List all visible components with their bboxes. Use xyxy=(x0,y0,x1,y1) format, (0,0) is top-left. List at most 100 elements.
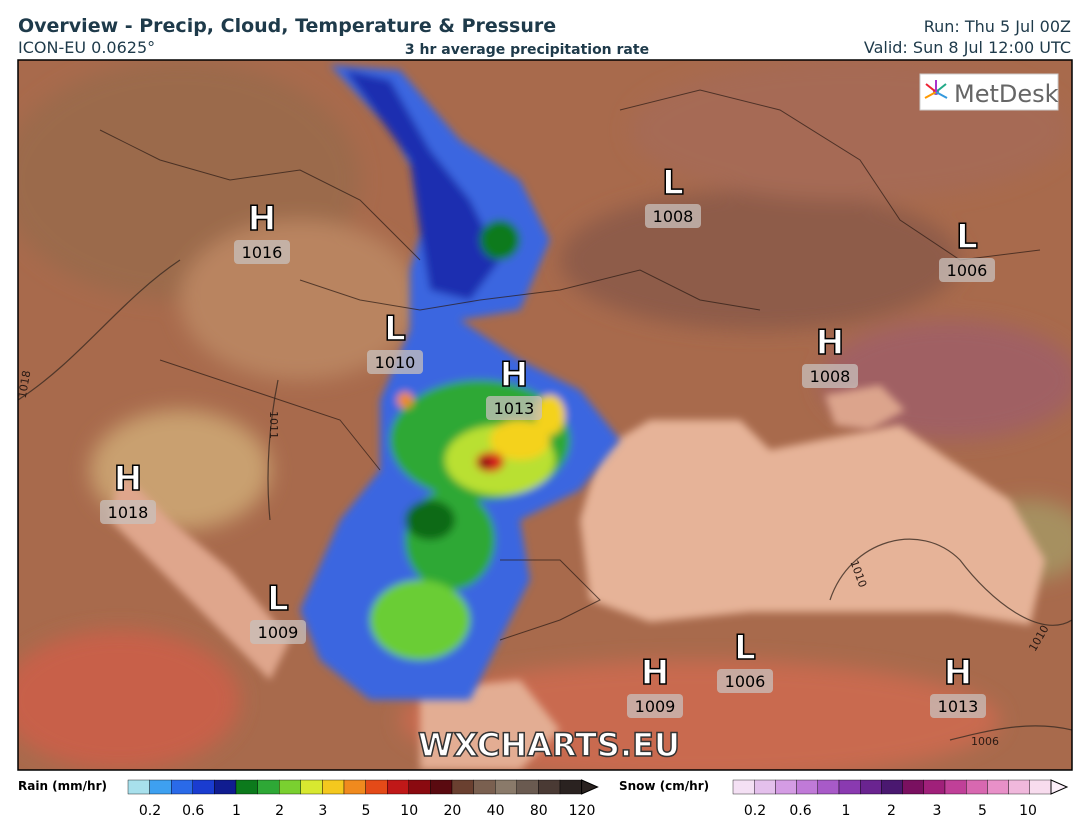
pressure-value: 1009 xyxy=(635,697,676,716)
rain-tick-label: 0.6 xyxy=(182,803,204,819)
pressure-symbol: H xyxy=(248,199,276,239)
rain-scale-swatch xyxy=(235,779,258,795)
black-sea xyxy=(580,420,1045,625)
snow-scale-swatch xyxy=(860,779,882,795)
borders xyxy=(99,89,1041,641)
rain-tick-label: 2 xyxy=(275,803,284,819)
aegean-sea xyxy=(420,680,560,770)
snow-tick-label: 0.6 xyxy=(789,803,811,819)
snow-scale-swatch xyxy=(817,779,840,795)
snow-scale-swatch xyxy=(838,779,861,795)
pressure-value: 1008 xyxy=(653,207,694,226)
pressure-symbol: H xyxy=(114,459,142,499)
rain-scale-swatch xyxy=(322,779,345,795)
azov-sea xyxy=(825,385,905,430)
title: Overview - Precip, Cloud, Temperature & … xyxy=(18,15,556,37)
rain-scale-swatch xyxy=(343,779,366,795)
rain-scale-swatch xyxy=(430,779,453,795)
snow-scale-arrow xyxy=(1050,779,1069,795)
rain-scale-swatch xyxy=(170,779,193,795)
rain-tick-label: 40 xyxy=(487,803,505,819)
pressure-symbol: H xyxy=(641,653,669,693)
subtitle: 3 hr average precipitation rate xyxy=(405,42,649,58)
pressure-value: 1006 xyxy=(725,672,766,691)
snow-scale-swatch xyxy=(775,779,797,795)
snow-tick-label: 2 xyxy=(887,803,896,819)
pressure-label-bg xyxy=(802,364,858,388)
snow-scale-swatch xyxy=(881,779,903,795)
snow-scale-swatch xyxy=(902,779,924,795)
snow-scale-swatch xyxy=(987,779,1009,795)
pressure-label-bg xyxy=(939,258,995,282)
map xyxy=(18,60,1072,770)
snow-scale-swatch xyxy=(1008,779,1030,795)
pressure-symbol: L xyxy=(956,217,978,257)
rain-scale-swatch xyxy=(538,779,561,795)
rain-tick-label: 5 xyxy=(362,803,371,819)
pressure-label-bg xyxy=(367,350,423,374)
snow-scale-swatch xyxy=(732,779,755,795)
pressure-symbol: H xyxy=(500,355,528,395)
rain-tick-label: 0.2 xyxy=(139,803,161,819)
rain-scale-swatch xyxy=(257,779,280,795)
snow-scale-swatch xyxy=(966,779,988,795)
pressure-symbol: H xyxy=(816,323,844,363)
rain-tick-label: 3 xyxy=(318,803,327,819)
rain-scale-swatch xyxy=(495,779,518,795)
map-frame xyxy=(17,59,1073,771)
pressure-label-bg xyxy=(717,669,773,693)
pressure-label-bg xyxy=(627,694,683,718)
isobar-label: 1018 xyxy=(16,369,34,399)
pressure-value: 1009 xyxy=(258,623,299,642)
rain-scale-swatch xyxy=(149,779,172,795)
pressure-symbol: L xyxy=(267,579,289,619)
rain-scale-swatch xyxy=(473,779,496,795)
valid: Valid: Sun 8 Jul 12:00 UTC xyxy=(864,38,1071,57)
pressure-value: 1018 xyxy=(108,503,149,522)
snow-scale-swatch xyxy=(923,779,946,795)
rain-scale-swatch xyxy=(387,779,410,795)
isobar-label: 1011 xyxy=(267,411,280,439)
snow-tick-label: 0.2 xyxy=(744,803,766,819)
rain-tick-label: 10 xyxy=(400,803,418,819)
rain-scale-swatch xyxy=(408,779,431,795)
rain-scale-swatch xyxy=(127,779,150,795)
pressure-value: 1016 xyxy=(242,243,283,262)
rain-scale-swatch xyxy=(300,779,323,795)
rain-scale-swatch xyxy=(192,779,215,795)
rain-tick-label: 1 xyxy=(232,803,241,819)
snow-scale-swatch xyxy=(754,779,776,795)
pressure-value: 1010 xyxy=(375,353,416,372)
snow-scale-swatch xyxy=(796,779,818,795)
rain-scale-swatch xyxy=(451,779,474,795)
pressure-label-bg xyxy=(930,694,986,718)
rain-scale-swatch xyxy=(516,779,539,795)
pressure-label-bg xyxy=(486,396,542,420)
snow-legend-title: Snow (cm/hr) xyxy=(619,779,709,793)
rain-scale-swatch xyxy=(365,779,388,795)
rain-scale-swatch xyxy=(214,779,237,795)
snow-tick-label: 1 xyxy=(842,803,851,819)
pressure-symbol: L xyxy=(734,628,756,668)
snow-tick-label: 10 xyxy=(1019,803,1037,819)
snow-scale-swatch xyxy=(1029,779,1052,795)
logo-text: MetDesk xyxy=(954,80,1059,108)
pressure-value: 1013 xyxy=(494,399,535,418)
isobars xyxy=(18,259,1072,741)
rain-legend-title: Rain (mm/hr) xyxy=(18,779,107,793)
rain-tick-label: 120 xyxy=(569,803,596,819)
watermark: WXCHARTS.EU xyxy=(418,726,680,764)
pressure-label-bg xyxy=(250,620,306,644)
pressure-value: 1006 xyxy=(947,261,988,280)
pressure-value: 1013 xyxy=(938,697,979,716)
snow-scale-swatch xyxy=(944,779,967,795)
rain-scale-swatch xyxy=(279,779,302,795)
pressure-symbol: L xyxy=(384,309,406,349)
pressure-label-bg xyxy=(645,204,701,228)
rain-tick-label: 80 xyxy=(530,803,548,819)
run: Run: Thu 5 Jul 00Z xyxy=(924,17,1071,36)
logo: MetDesk xyxy=(919,73,1059,111)
snow-tick-label: 3 xyxy=(933,803,942,819)
